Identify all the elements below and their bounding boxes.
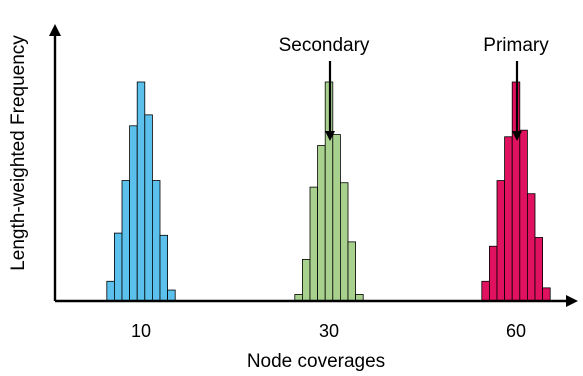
histogram-bar: [167, 289, 176, 302]
histogram-bar: [121, 180, 130, 302]
histogram-bar: [317, 145, 326, 302]
histogram-bar: [114, 232, 123, 302]
histogram-bar: [332, 134, 341, 302]
histogram-bar: [527, 193, 536, 302]
x-tick-label: 60: [506, 321, 526, 341]
x-tick-label: 10: [131, 321, 151, 341]
histogram-bar: [347, 241, 356, 302]
histogram-bar: [301, 258, 311, 302]
y-axis-title: Length-weighted Frequency: [8, 35, 29, 271]
histogram-bar: [129, 125, 138, 302]
annotation-label: Secondary: [279, 35, 370, 56]
histogram-bar: [144, 114, 153, 302]
x-tick-label: 30: [319, 321, 339, 341]
x-axis-title: Node coverages: [247, 351, 385, 372]
annotations: Secondary Primary: [279, 35, 549, 141]
annotation-label: Primary: [483, 35, 549, 56]
histogram-bar: [542, 287, 551, 302]
histogram-bar: [136, 81, 146, 302]
histogram-bar: [504, 136, 513, 302]
histogram-bar: [488, 245, 498, 302]
histogram-bar: [151, 180, 161, 302]
histogram-bar: [106, 280, 115, 302]
histogram-bar: [159, 234, 168, 302]
x-tick-labels: 10 30 60: [131, 321, 526, 341]
histogram-bar: [481, 280, 490, 302]
histogram-bar: [339, 182, 349, 302]
histogram-bar: [309, 186, 318, 302]
histogram-bar: [496, 180, 505, 302]
histogram-bar: [519, 129, 528, 302]
histogram-bars: [106, 81, 551, 302]
histogram-bar: [534, 237, 543, 302]
